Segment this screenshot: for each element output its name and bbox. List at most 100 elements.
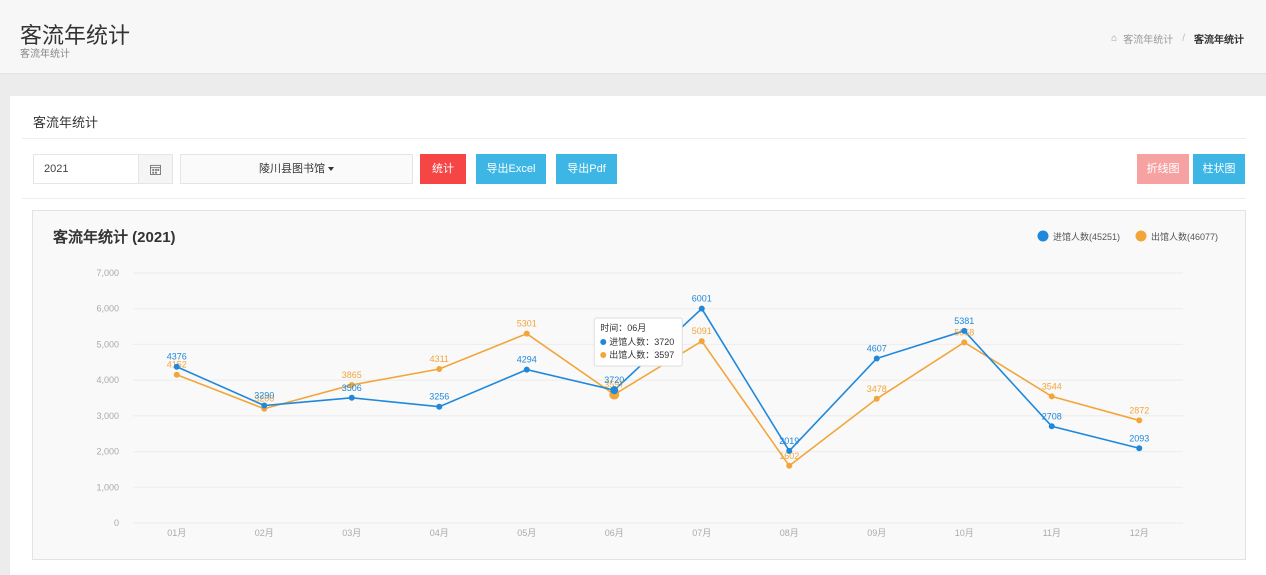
data-point	[1136, 417, 1143, 424]
panel-title: 客流年统计	[33, 115, 99, 130]
y-tick-label: 4,000	[96, 375, 119, 385]
breadcrumb-separator: /	[1182, 33, 1185, 44]
data-point	[523, 330, 530, 337]
data-label: 4376	[167, 352, 187, 362]
data-point	[436, 366, 443, 373]
data-point	[523, 366, 530, 373]
data-point	[786, 462, 793, 469]
data-point	[1048, 393, 1055, 400]
divider	[22, 138, 1246, 139]
tooltip-line: 出馆人数：3597	[609, 349, 674, 360]
home-icon[interactable]: ⌂	[1111, 33, 1118, 44]
data-label: 3290	[254, 391, 274, 401]
data-label: 2093	[1129, 433, 1149, 443]
page-subtitle: 客流年统计	[20, 49, 70, 60]
data-label: 3720	[604, 375, 624, 385]
chart-container: 客流年统计 (2021) 进馆人数(45251) 出馆人数(46077) 0 1,000…	[32, 210, 1246, 560]
x-tick-label: 10月	[955, 528, 974, 538]
data-label: 2708	[1042, 411, 1062, 421]
line-chart-button[interactable]: 折线图	[1137, 154, 1189, 184]
export-pdf-button[interactable]: 导出Pdf	[556, 154, 617, 184]
chart-title: 客流年统计 (2021)	[52, 228, 176, 246]
legend-marker	[1135, 230, 1147, 242]
breadcrumb-home[interactable]: 客流年统计	[1123, 35, 1174, 46]
data-point	[173, 371, 180, 378]
x-tick-label: 09月	[867, 528, 886, 538]
data-label: 6001	[692, 294, 712, 304]
y-tick-label: 6,000	[96, 304, 119, 314]
stat-button[interactable]: 统计	[420, 154, 466, 184]
tooltip-title: 时间：06月	[600, 322, 646, 333]
hover-point	[610, 386, 619, 395]
legend-label: 出馆人数(46077)	[1151, 231, 1218, 242]
stats-panel: 客流年统计 2021 陵川县图书馆 统计 导出Excel 导出Pdf 折线图 柱…	[10, 96, 1266, 575]
data-label: 3597	[604, 380, 624, 390]
data-label: 4607	[867, 343, 887, 353]
y-tick-label: 7,000	[96, 268, 119, 278]
export-excel-button[interactable]: 导出Excel	[476, 154, 546, 184]
page-title: 客流年统计	[20, 23, 131, 48]
data-point	[1048, 423, 1055, 430]
caret-down-icon	[328, 167, 334, 172]
x-tick-label: 06月	[605, 528, 624, 538]
data-label: 3544	[1042, 381, 1062, 391]
tooltip	[593, 317, 683, 367]
data-point	[873, 395, 880, 402]
data-point	[1136, 445, 1143, 452]
data-label: 5381	[954, 316, 974, 326]
bar-chart-button[interactable]: 柱状图	[1193, 154, 1245, 184]
data-label: 1602	[779, 451, 799, 461]
data-point	[786, 447, 793, 454]
calendar-button[interactable]	[138, 155, 172, 183]
data-point	[961, 339, 968, 346]
data-point	[348, 394, 355, 401]
y-tick-label: 2,000	[96, 447, 119, 457]
calendar-icon	[150, 164, 161, 175]
breadcrumb: ⌂ 客流年统计 / 客流年统计	[1111, 31, 1244, 46]
y-tick-label: 3,000	[96, 411, 119, 421]
x-tick-label: 07月	[692, 528, 711, 538]
data-point	[261, 402, 268, 409]
x-tick-label: 04月	[430, 528, 449, 538]
y-tick-label: 0	[114, 518, 119, 528]
data-label: 3506	[342, 383, 362, 393]
data-point	[961, 327, 968, 334]
y-tick-label: 1,000	[96, 482, 119, 492]
x-tick-label: 11月	[1043, 528, 1061, 538]
year-input[interactable]: 2021	[44, 163, 69, 175]
x-tick-label: 01月	[167, 528, 186, 538]
breadcrumb-current: 客流年统计	[1194, 35, 1244, 46]
page-header: 客流年统计 客流年统计 ⌂ 客流年统计 / 客流年统计	[0, 0, 1266, 74]
tooltip-marker	[600, 339, 607, 345]
data-point	[873, 355, 880, 362]
x-tick-label: 12月	[1130, 528, 1149, 538]
y-tick-label: 5,000	[96, 339, 119, 349]
data-label: 4311	[430, 354, 449, 364]
data-label: 3200	[254, 394, 274, 404]
data-label: 3256	[429, 392, 449, 402]
data-label: 3865	[342, 370, 362, 380]
data-label: 3478	[867, 384, 887, 394]
x-tick-label: 08月	[780, 528, 799, 538]
tooltip-marker	[600, 352, 607, 358]
data-label: 4294	[517, 355, 537, 365]
data-point	[698, 338, 705, 345]
x-tick-label: 03月	[342, 528, 361, 538]
year-picker[interactable]: 2021	[33, 154, 173, 184]
legend-label: 进馆人数(45251)	[1053, 231, 1120, 242]
library-select-label: 陵川县图书馆	[259, 163, 325, 175]
data-label: 2872	[1129, 405, 1149, 415]
data-label: 2019	[779, 436, 799, 446]
data-point	[348, 381, 355, 388]
data-point	[698, 305, 705, 312]
data-label: 5091	[692, 326, 712, 336]
line-chart: 客流年统计 (2021) 进馆人数(45251) 出馆人数(46077) 0 1,000…	[52, 228, 1218, 538]
x-tick-label: 05月	[517, 528, 536, 538]
x-tick-label: 02月	[255, 528, 274, 538]
legend-marker	[1037, 230, 1049, 242]
data-point	[173, 363, 180, 370]
divider	[22, 198, 1246, 199]
series-line	[176, 332, 1140, 467]
data-point	[436, 403, 443, 410]
library-select[interactable]: 陵川县图书馆	[180, 154, 413, 184]
